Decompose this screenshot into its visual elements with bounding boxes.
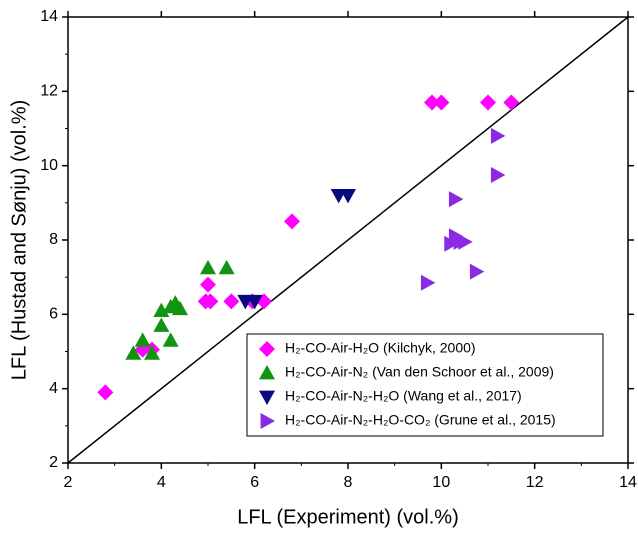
legend-marker xyxy=(259,390,275,405)
x-axis-label: LFL (Experiment) (vol.%) xyxy=(237,506,459,528)
data-point xyxy=(125,345,142,360)
data-point xyxy=(480,94,496,111)
x-tick-label: 6 xyxy=(250,474,259,491)
data-point xyxy=(153,317,170,332)
y-tick-label: 12 xyxy=(40,83,58,100)
x-tick-label: 12 xyxy=(526,474,544,491)
x-tick-label: 2 xyxy=(64,474,73,491)
x-tick-label: 4 xyxy=(157,474,166,491)
data-point xyxy=(340,189,356,204)
data-point xyxy=(223,293,240,310)
data-point xyxy=(134,332,151,347)
legend-marker xyxy=(260,413,275,429)
legend-box xyxy=(246,333,604,437)
data-point xyxy=(172,300,188,316)
legend-marker xyxy=(259,365,275,380)
data-point xyxy=(200,259,216,275)
data-point xyxy=(433,94,450,111)
data-point xyxy=(503,94,520,111)
y-tick-label: 10 xyxy=(40,157,58,174)
legend-label: H₂-CO-Air-N₂-H₂O-CO₂ (Grune et al., 2015… xyxy=(285,412,556,428)
x-tick-label: 10 xyxy=(432,474,450,491)
x-tick-label: 8 xyxy=(344,474,353,491)
data-point xyxy=(490,166,506,183)
data-point xyxy=(144,345,160,360)
data-point xyxy=(448,191,464,208)
x-tick-label: 14 xyxy=(619,474,637,491)
data-point xyxy=(458,233,473,250)
y-axis-label: LFL (Hustad and Sønju) (vol.%) xyxy=(8,100,30,380)
data-point xyxy=(424,94,440,111)
data-point xyxy=(200,276,216,293)
y-tick-label: 6 xyxy=(49,306,58,323)
data-point xyxy=(218,259,235,275)
data-point xyxy=(469,263,485,280)
data-point xyxy=(246,294,263,310)
y-tick-label: 2 xyxy=(49,454,58,471)
data-point xyxy=(284,213,300,230)
legend-marker xyxy=(259,341,275,357)
data-point xyxy=(202,293,219,310)
y-tick-label: 4 xyxy=(49,380,58,397)
data-point xyxy=(97,384,114,401)
data-point xyxy=(444,235,459,252)
data-point xyxy=(162,332,179,347)
data-point xyxy=(420,274,436,291)
data-point xyxy=(490,127,506,144)
legend-label: H₂-CO-Air-N₂-H₂O (Wang et al., 2017) xyxy=(285,388,522,404)
reference-line xyxy=(67,16,629,464)
data-point xyxy=(153,302,170,318)
legend-label: H₂-CO-Air-N₂ (Van den Schoor et al., 200… xyxy=(285,364,554,380)
y-tick-label: 8 xyxy=(49,231,58,248)
y-tick-label: 14 xyxy=(40,8,58,25)
legend-label: H₂-CO-Air-H₂O (Kilchyk, 2000) xyxy=(285,340,476,356)
